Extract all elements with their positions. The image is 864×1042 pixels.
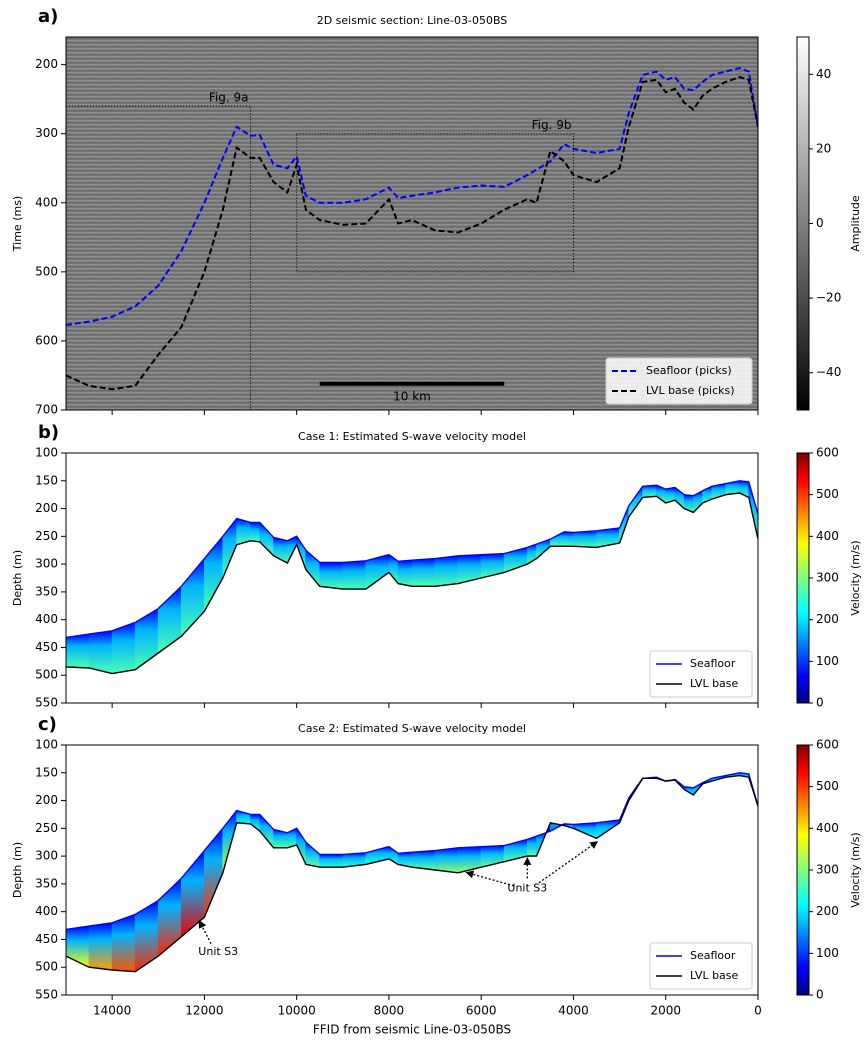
- colorbar: [797, 453, 809, 703]
- colorbar-tick-label: 600: [816, 738, 839, 752]
- panel-label: c): [38, 714, 57, 735]
- velocity-fill: [564, 532, 574, 546]
- legend-label: LVL base (picks): [646, 384, 735, 397]
- velocity-fill: [342, 561, 366, 589]
- velocity-fill: [89, 631, 113, 674]
- y-tick-label: 350: [35, 584, 58, 598]
- y-tick-label: 250: [35, 529, 58, 543]
- colorbar-tick-label: 0: [816, 216, 824, 230]
- x-tick-label: 14000: [93, 1004, 131, 1018]
- y-tick-label: 100: [35, 738, 58, 752]
- scale-bar-label: 10 km: [393, 389, 431, 403]
- y-tick-label: 500: [35, 668, 58, 682]
- colorbar-tick-label: −40: [816, 365, 841, 379]
- y-tick-label: 300: [35, 849, 58, 863]
- legend-label: Seafloor: [690, 949, 736, 962]
- velocity-fill: [319, 854, 343, 867]
- x-axis-label: FFID from seismic Line-03-050BS: [313, 1023, 511, 1037]
- panel-title: Case 2: Estimated S-wave velocity model: [298, 722, 526, 735]
- y-tick-label: 500: [35, 264, 58, 278]
- y-tick-label: 200: [35, 501, 58, 515]
- y-tick-label: 250: [35, 821, 58, 835]
- plot-area: [66, 37, 758, 410]
- velocity-fill: [398, 560, 413, 586]
- velocity-fill: [319, 562, 343, 589]
- velocity-fill: [435, 848, 459, 873]
- y-tick-label: 400: [35, 904, 58, 918]
- colorbar-tick-label: 300: [816, 863, 839, 877]
- y-tick-label: 550: [35, 988, 58, 1002]
- colorbar-tick-label: 0: [816, 696, 824, 710]
- colorbar-tick-label: 400: [816, 821, 839, 835]
- velocity-fill: [642, 485, 657, 497]
- y-tick-label: 100: [35, 446, 58, 460]
- y-axis-label: Depth (m): [11, 550, 24, 606]
- colorbar-tick-label: 300: [816, 571, 839, 585]
- colorbar-tick-label: 200: [816, 904, 839, 918]
- y-tick-label: 600: [35, 333, 58, 347]
- velocity-fill: [89, 923, 113, 970]
- colorbar-tick-label: 500: [816, 779, 839, 793]
- legend-label: Seafloor (picks): [646, 364, 732, 377]
- box-label: Fig. 9a: [209, 91, 249, 105]
- colorbar-tick-label: 40: [816, 67, 831, 81]
- colorbar-label: Velocity (m/s): [849, 540, 862, 615]
- x-tick-label: 6000: [466, 1004, 497, 1018]
- y-tick-label: 300: [35, 126, 58, 140]
- y-tick-label: 700: [35, 403, 58, 417]
- x-tick-label: 2000: [650, 1004, 681, 1018]
- velocity-fill: [112, 914, 136, 971]
- colorbar-tick-label: 20: [816, 141, 831, 155]
- y-tick-label: 200: [35, 57, 58, 71]
- colorbar-tick-label: −20: [816, 291, 841, 305]
- panel-title: Case 1: Estimated S-wave velocity model: [298, 430, 526, 443]
- panel-title: 2D seismic section: Line-03-050BS: [317, 14, 508, 27]
- y-tick-label: 150: [35, 473, 58, 487]
- colorbar-tick-label: 0: [816, 988, 824, 1002]
- plot-background: [66, 37, 758, 410]
- legend-label: LVL base: [690, 969, 739, 982]
- y-tick-label: 450: [35, 932, 58, 946]
- y-tick-label: 400: [35, 195, 58, 209]
- colorbar-label: Velocity (m/s): [849, 832, 862, 907]
- velocity-fill: [66, 634, 90, 668]
- colorbar-tick-label: 100: [816, 946, 839, 960]
- y-tick-label: 500: [35, 960, 58, 974]
- figure: Fig. 9aFig. 9b10 km2003004005006007002D …: [0, 0, 864, 1038]
- x-tick-label: 8000: [374, 1004, 405, 1018]
- annotation-label: Unit S3: [507, 881, 547, 894]
- velocity-fill: [435, 556, 459, 587]
- box-label: Fig. 9b: [532, 118, 572, 132]
- y-tick-label: 150: [35, 765, 58, 779]
- colorbar-tick-label: 500: [816, 487, 839, 501]
- legend-label: LVL base: [690, 677, 739, 690]
- colorbar-tick-label: 600: [816, 446, 839, 460]
- y-tick-label: 550: [35, 696, 58, 710]
- y-tick-label: 350: [35, 876, 58, 890]
- colorbar: [797, 745, 809, 995]
- y-tick-label: 300: [35, 557, 58, 571]
- x-tick-label: 12000: [185, 1004, 223, 1018]
- colorbar-tick-label: 100: [816, 654, 839, 668]
- colorbar-tick-label: 200: [816, 612, 839, 626]
- colorbar-label: Amplitude: [849, 195, 862, 252]
- y-axis-label: Time (ms): [11, 196, 24, 252]
- velocity-fill: [250, 522, 260, 541]
- x-tick-label: 4000: [558, 1004, 589, 1018]
- y-tick-label: 450: [35, 640, 58, 654]
- y-axis-label: Depth (m): [11, 842, 24, 898]
- velocity-fill: [412, 559, 436, 587]
- colorbar-tick-label: 400: [816, 529, 839, 543]
- annotation-label: Unit S3: [198, 945, 238, 958]
- panel-label: b): [38, 422, 59, 443]
- colorbar: [797, 37, 809, 410]
- panel-label: a): [38, 6, 58, 27]
- velocity-fill: [573, 531, 597, 548]
- y-tick-label: 400: [35, 612, 58, 626]
- x-tick-label: 10000: [278, 1004, 316, 1018]
- legend-label: Seafloor: [690, 657, 736, 670]
- x-tick-label: 0: [754, 1004, 762, 1018]
- y-tick-label: 200: [35, 793, 58, 807]
